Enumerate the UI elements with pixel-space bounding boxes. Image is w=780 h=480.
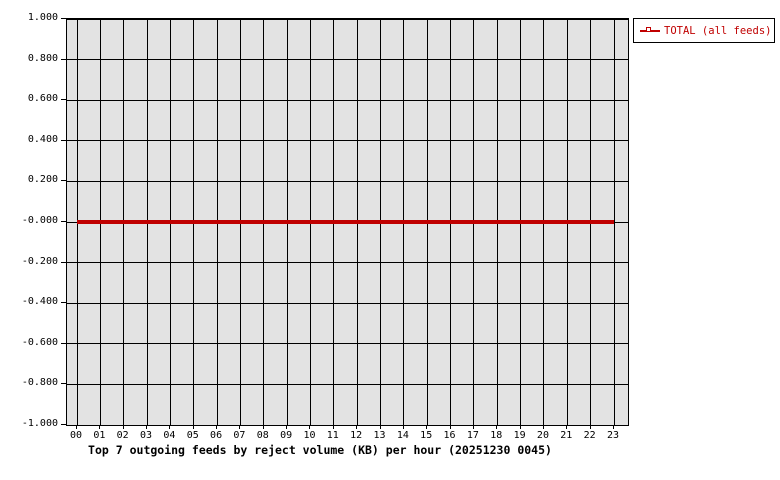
x-tick-mark <box>542 425 544 429</box>
y-gridline <box>67 302 628 304</box>
y-tick-mark <box>61 139 66 141</box>
x-tick-mark <box>332 425 334 429</box>
x-tick-mark <box>122 425 124 429</box>
x-tick-label: 20 <box>536 430 549 441</box>
legend: TOTAL (all feeds) <box>633 18 775 43</box>
x-tick-mark <box>216 425 218 429</box>
y-tick-mark <box>61 180 66 182</box>
y-tick-label: -0.000 <box>21 215 58 226</box>
y-tick-mark <box>61 302 66 304</box>
x-tick-mark <box>99 425 101 429</box>
x-tick-mark <box>309 425 311 429</box>
x-tick-mark <box>286 425 288 429</box>
plot-area <box>66 18 629 426</box>
y-tick-label: 0.400 <box>27 133 58 145</box>
x-tick-label: 00 <box>69 430 83 441</box>
y-gridline <box>67 99 628 101</box>
y-tick-label: 0.800 <box>27 52 58 64</box>
x-tick-label: 18 <box>490 430 503 441</box>
legend-series-label: TOTAL (all feeds) <box>664 24 772 37</box>
x-tick-mark <box>519 425 521 429</box>
x-tick-label: 13 <box>373 430 386 441</box>
x-tick-label: 08 <box>256 430 269 441</box>
x-tick-label: 03 <box>140 430 153 441</box>
x-tick-label: 04 <box>163 430 176 441</box>
x-tick-label: 01 <box>93 430 106 441</box>
y-gridline <box>67 424 628 426</box>
x-tick-label: 14 <box>396 430 409 441</box>
x-tick-label: 22 <box>583 430 596 441</box>
x-tick-mark <box>356 425 358 429</box>
y-tick-mark <box>61 261 66 263</box>
x-tick-mark <box>472 425 474 429</box>
x-tick-mark <box>449 425 451 429</box>
x-tick-label: 09 <box>280 430 293 441</box>
y-tick-mark <box>61 18 66 19</box>
y-gridline <box>67 180 628 182</box>
y-tick-mark <box>61 424 66 425</box>
y-tick-label: -1.000 <box>21 418 58 429</box>
x-tick-mark <box>169 425 171 429</box>
x-tick-label: 16 <box>443 430 456 441</box>
x-tick-label: 23 <box>606 430 620 441</box>
x-tick-label: 21 <box>560 430 573 441</box>
x-tick-mark <box>496 425 498 429</box>
y-gridline <box>67 383 628 385</box>
y-tick-label: 0.200 <box>27 174 58 186</box>
x-tick-label: 15 <box>420 430 433 441</box>
y-tick-label: 1.000 <box>27 12 58 23</box>
y-tick-mark <box>61 383 66 385</box>
y-tick-label: -0.400 <box>21 296 58 308</box>
y-tick-mark <box>61 58 66 60</box>
x-tick-label: 11 <box>326 430 339 441</box>
y-tick-label: -0.200 <box>21 255 58 267</box>
x-tick-label: 07 <box>233 430 246 441</box>
x-tick-mark <box>426 425 428 429</box>
x-tick-mark <box>146 425 148 429</box>
x-tick-mark <box>379 425 381 429</box>
x-tick-label: 02 <box>116 430 129 441</box>
y-gridline <box>67 18 628 20</box>
x-tick-label: 17 <box>466 430 479 441</box>
x-tick-label: 05 <box>186 430 199 441</box>
y-tick-label: -0.800 <box>21 377 58 389</box>
x-tick-mark <box>76 425 77 429</box>
y-tick-mark <box>61 342 66 344</box>
x-tick-label: 06 <box>210 430 223 441</box>
y-gridline <box>67 262 628 264</box>
series-layer <box>77 220 614 224</box>
x-tick-label: 19 <box>513 430 526 441</box>
x-tick-label: 12 <box>350 430 363 441</box>
x-tick-mark <box>566 425 568 429</box>
y-gridline <box>67 59 628 61</box>
x-tick-mark <box>613 425 614 429</box>
x-tick-mark <box>239 425 241 429</box>
x-tick-mark <box>589 425 591 429</box>
legend-series-marker-icon <box>640 26 660 32</box>
y-gridline <box>67 343 628 345</box>
y-tick-label: -0.600 <box>21 336 58 348</box>
y-tick-label: 0.600 <box>27 93 58 105</box>
chart-title: Top 7 outgoing feeds by reject volume (K… <box>88 443 552 457</box>
y-gridline <box>67 140 628 142</box>
y-tick-mark <box>61 221 66 222</box>
x-tick-mark <box>402 425 404 429</box>
y-tick-mark <box>61 99 66 101</box>
x-tick-label: 10 <box>303 430 316 441</box>
x-tick-mark <box>262 425 264 429</box>
x-tick-mark <box>192 425 194 429</box>
